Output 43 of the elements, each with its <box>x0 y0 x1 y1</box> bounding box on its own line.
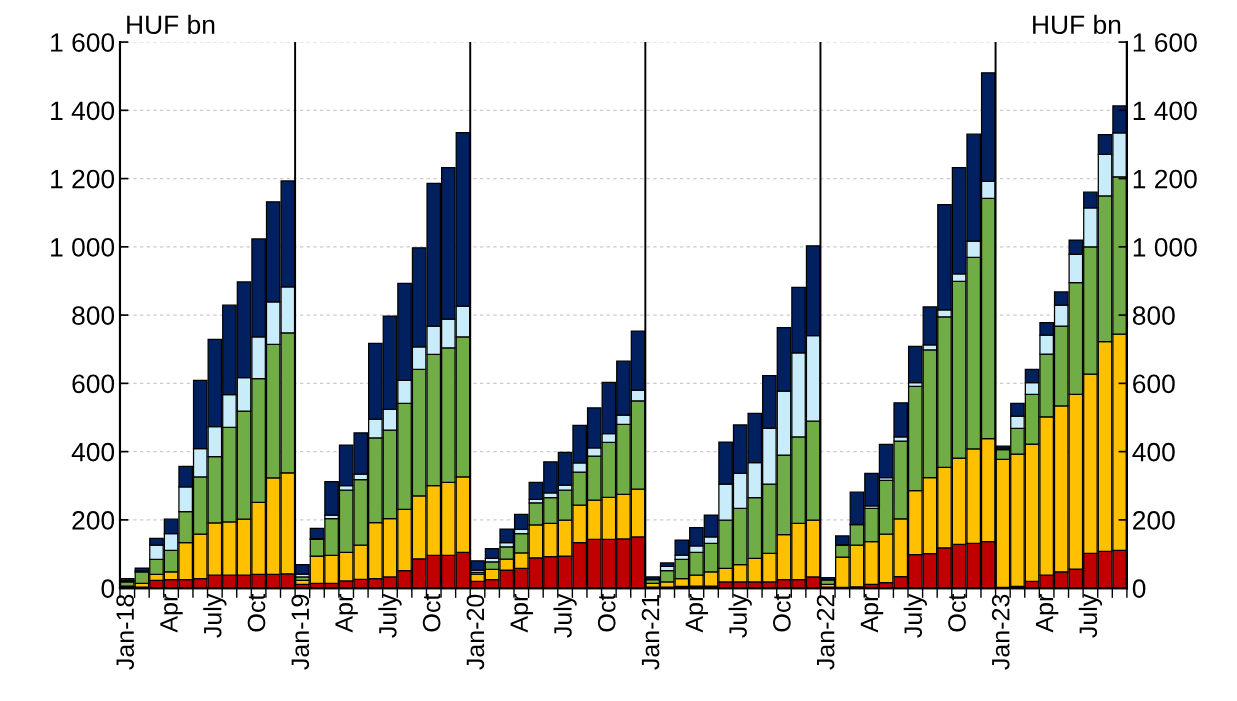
y-tick-label: 200 <box>72 511 115 530</box>
y-tick-label: 400 <box>71 442 115 462</box>
y-tick-label: 1 000 <box>51 237 115 257</box>
x-tick-label: Oct <box>422 593 441 632</box>
y-tick-label: 1 600 <box>51 33 115 52</box>
x-tick-label: Jan-23 <box>991 594 1010 670</box>
y2-tick-label: 1 400 <box>1133 101 1197 121</box>
x-tick-label: July <box>903 593 927 638</box>
x-tick-label: Oct <box>948 593 966 632</box>
x-tick-label: Jan-21 <box>641 594 660 670</box>
x-tick-label: Oct <box>247 593 266 632</box>
y-tick-label: 1 400 <box>51 101 115 121</box>
y2-tick-label: 400 <box>1132 442 1175 462</box>
y-tick-label: 800 <box>72 306 115 325</box>
x-tick-label: Jan-19 <box>291 594 310 670</box>
y2-tick-label: 200 <box>1133 511 1175 530</box>
x-tick-label: Apr <box>685 594 709 633</box>
x-tick-label: July <box>378 593 402 638</box>
x-tick-label: July <box>1078 593 1103 638</box>
y-axis-title: HUF bn <box>127 14 215 35</box>
y2-tick-label: 800 <box>1132 306 1175 325</box>
y2-tick-label: 0 <box>1132 579 1146 598</box>
x-tick-label: July <box>728 593 752 638</box>
y-tick-label: 600 <box>72 374 115 394</box>
x-tick-label: Apr <box>335 594 358 633</box>
y2-tick-label: 1 600 <box>1133 33 1197 52</box>
x-tick-label: Apr <box>160 594 183 633</box>
y2-tick-label: 1 000 <box>1133 237 1197 257</box>
x-tick-label: Apr <box>860 594 884 633</box>
y2-tick-label: 600 <box>1133 374 1175 394</box>
y-tick-label: 0 <box>101 579 115 598</box>
x-tick-label: Apr <box>1035 594 1059 633</box>
x-tick-label: Oct <box>597 593 616 632</box>
y-tick-label: 1 200 <box>51 169 115 189</box>
x-tick-label: July <box>203 593 227 638</box>
y2-tick-label: 1 200 <box>1133 169 1197 189</box>
x-tick-label: July <box>553 593 577 638</box>
y2-axis-title: HUF bn <box>1033 14 1121 35</box>
x-tick-label: Jan-20 <box>466 594 485 670</box>
x-tick-label: Jan-18 <box>116 594 134 670</box>
x-tick-label: Oct <box>772 593 791 632</box>
x-tick-label: Apr <box>510 594 533 633</box>
x-tick-label: Jan-22 <box>816 594 835 670</box>
